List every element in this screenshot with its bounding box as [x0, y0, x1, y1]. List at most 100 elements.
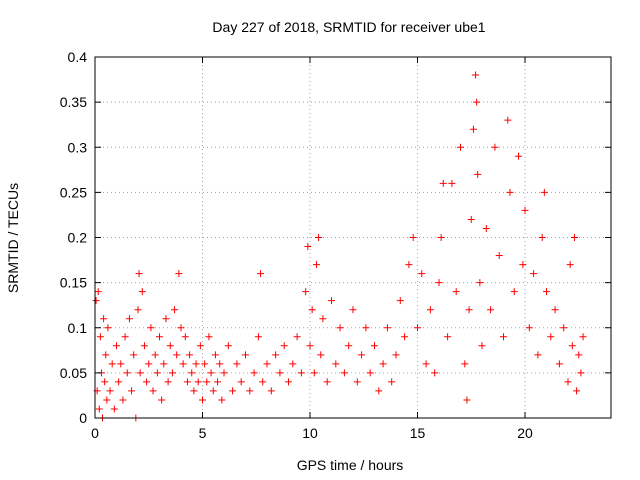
data-point	[478, 342, 486, 350]
data-point	[92, 297, 100, 305]
data-point	[579, 333, 587, 341]
data-point	[353, 378, 361, 386]
data-point	[143, 378, 151, 386]
data-point	[203, 378, 211, 386]
data-point	[136, 369, 144, 377]
data-point	[575, 351, 583, 359]
data-point	[135, 270, 143, 278]
data-point	[138, 288, 146, 296]
data-point	[358, 351, 366, 359]
data-point	[426, 306, 434, 314]
data-point	[96, 333, 104, 341]
data-point	[401, 333, 409, 341]
data-point	[104, 324, 112, 332]
y-tick-label: 0.15	[60, 275, 87, 291]
data-point	[160, 360, 168, 368]
data-point	[106, 387, 114, 395]
data-point	[224, 342, 232, 350]
data-point	[431, 369, 439, 377]
data-point	[375, 387, 383, 395]
data-point	[229, 387, 237, 395]
data-point	[140, 342, 148, 350]
data-point	[396, 297, 404, 305]
x-tick-label: 20	[517, 425, 533, 441]
data-point	[125, 315, 133, 323]
data-point	[186, 351, 194, 359]
data-point	[504, 116, 512, 124]
data-point	[209, 387, 217, 395]
data-point	[515, 152, 523, 160]
x-tick-label: 0	[91, 425, 99, 441]
data-point	[156, 333, 163, 341]
data-point	[392, 351, 400, 359]
data-point	[218, 396, 226, 404]
data-point	[469, 125, 477, 133]
data-point	[103, 396, 111, 404]
data-point	[543, 288, 550, 296]
data-point	[259, 378, 267, 386]
data-point	[196, 342, 204, 350]
data-point	[332, 360, 340, 368]
data-point	[304, 243, 312, 251]
data-point	[308, 306, 316, 314]
data-point	[242, 351, 249, 359]
data-point	[439, 179, 447, 187]
data-point	[151, 351, 159, 359]
data-point	[336, 324, 344, 332]
data-point	[366, 369, 374, 377]
data-point	[349, 306, 357, 314]
data-point	[538, 234, 546, 241]
data-point	[94, 288, 102, 296]
data-point	[310, 369, 318, 377]
data-point	[500, 333, 507, 341]
data-point	[117, 360, 125, 368]
data-point	[422, 360, 430, 368]
grid	[95, 57, 611, 418]
data-point	[418, 270, 426, 278]
data-point	[199, 396, 206, 404]
data-point	[147, 324, 155, 332]
y-tick-label: 0.05	[60, 365, 87, 381]
data-point	[257, 270, 265, 278]
data-points	[92, 71, 587, 422]
data-point	[121, 333, 129, 341]
y-axis: 0 0.05 0.1 0.15 0.2 0.25 0.3 0.35 0.4	[60, 49, 611, 426]
data-point	[328, 297, 335, 305]
data-point	[362, 324, 370, 332]
data-point	[388, 378, 396, 386]
data-point	[409, 234, 417, 241]
data-point	[164, 378, 172, 386]
data-point	[461, 360, 469, 368]
data-point	[113, 342, 120, 350]
data-point	[340, 369, 348, 377]
data-point	[166, 342, 174, 350]
data-point	[473, 98, 481, 106]
data-point	[555, 360, 563, 368]
data-point	[285, 378, 292, 386]
data-point	[216, 360, 224, 368]
data-point	[110, 405, 118, 413]
data-point	[102, 351, 110, 359]
data-point	[319, 315, 327, 323]
data-point	[254, 333, 262, 341]
data-point	[158, 396, 166, 404]
data-point	[207, 369, 215, 377]
x-tick-label: 15	[410, 425, 426, 441]
data-point	[491, 143, 499, 151]
data-point	[293, 333, 301, 341]
data-point	[306, 342, 314, 350]
data-point	[190, 387, 198, 395]
data-point	[437, 234, 445, 241]
data-point	[530, 270, 538, 278]
data-point	[487, 306, 495, 314]
data-point	[371, 342, 378, 350]
data-point	[108, 360, 116, 368]
data-point	[379, 360, 387, 368]
data-point	[383, 324, 391, 332]
data-point	[570, 234, 578, 241]
x-tick-label: 10	[302, 425, 318, 441]
data-point	[317, 351, 325, 359]
y-tick-label: 0	[79, 410, 87, 426]
data-point	[452, 288, 460, 296]
data-point	[551, 306, 559, 314]
